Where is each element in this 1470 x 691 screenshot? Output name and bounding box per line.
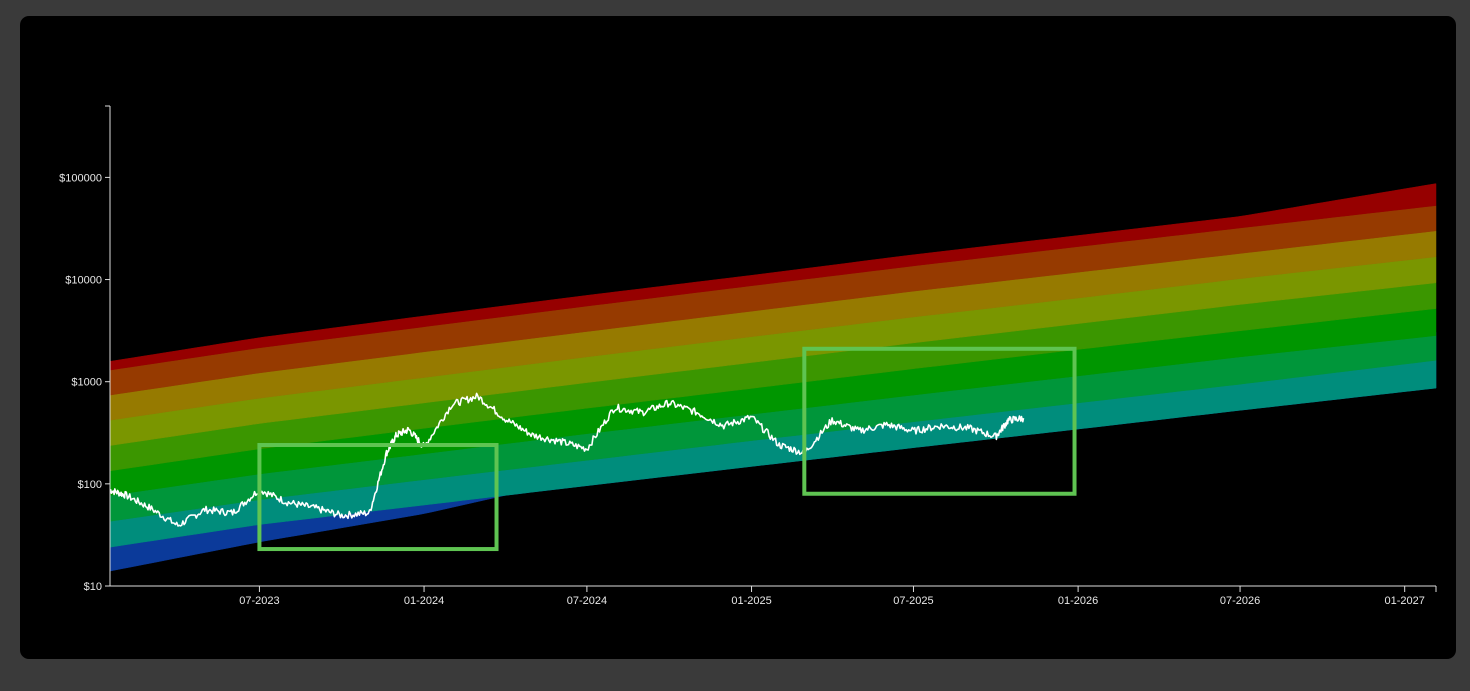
y-tick-label: $100000 <box>59 172 102 184</box>
x-tick-label: 07-2023 <box>239 595 279 607</box>
highlight-box-2 <box>802 346 1077 496</box>
x-tick-label: 01-2026 <box>1058 595 1098 607</box>
price-line <box>109 392 1025 527</box>
x-tick-label: 07-2024 <box>567 595 607 607</box>
y-tick-label: $100 <box>78 479 102 491</box>
x-tick-label: 01-2024 <box>404 595 444 607</box>
x-tick-label: 07-2025 <box>893 595 933 607</box>
y-tick-label: $10 <box>84 581 102 593</box>
rainbow-bands <box>109 183 1437 572</box>
axes <box>105 105 1437 592</box>
rainbow-chart: $10 $100 $1000 $10000 $100000 07-2023 01-2024… <box>59 105 1437 607</box>
y-ticks: $10 $100 $1000 $10000 $100000 <box>59 172 110 593</box>
price-line-path <box>109 392 1025 527</box>
x-tick-label: 01-2027 <box>1384 595 1424 607</box>
y-tick-label: $10000 <box>65 275 102 287</box>
x-tick-label: 07-2026 <box>1220 595 1260 607</box>
rainbow-band-9 <box>109 183 1437 371</box>
chart-panel: $10 $100 $1000 $10000 $100000 07-2023 01-2024… <box>20 16 1456 659</box>
x-tick-label: 01-2025 <box>731 595 771 607</box>
highlight-box-1 <box>257 443 499 552</box>
x-ticks: 07-2023 01-2024 07-2024 01-2025 07-2025 01-20… <box>239 586 1425 607</box>
y-tick-label: $1000 <box>71 377 102 389</box>
highlight-boxes <box>257 346 1077 552</box>
